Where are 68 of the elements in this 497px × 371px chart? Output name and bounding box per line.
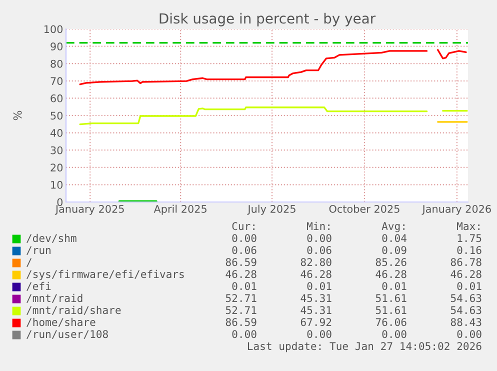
text: 85.26 [376,258,406,266]
x-tick-label: October 2025 [329,204,400,213]
text: 0.00 [307,330,332,338]
text: 0.00 [382,330,406,338]
legend-label: /sys/firmware/efi/efivars [26,270,184,280]
text: 88.43 [450,318,482,326]
text: Min: [307,222,330,230]
legend-label: / [26,258,32,267]
text: 46.28 [376,270,406,278]
text: 46.28 [300,270,332,278]
text: 52.71 [226,294,256,302]
text: Max: [457,222,480,230]
text: 67.92 [300,318,332,326]
text: 0.06 [307,246,332,254]
text: 54.63 [450,294,482,302]
text: 0.01 [457,282,482,290]
y-tick-label: 50 [50,112,63,120]
text: Last update: Tue Jan 27 14:05:02 2026 [248,342,482,352]
text: 0.06 [232,246,256,254]
text: Avg: [382,222,404,232]
text: 0.04 [382,234,406,242]
y-tick-label: 0 [57,198,63,206]
x-tick-label: July 2025 [247,204,296,215]
text: 86.78 [450,258,482,266]
text: 45.31 [300,294,332,302]
legend-label: /run [26,246,50,255]
text: 51.61 [376,294,406,302]
text: 86.59 [226,258,256,266]
legend-label: /efi [26,282,51,291]
text: Cur: [232,222,254,230]
text: 0.16 [457,246,482,254]
text: 51.61 [376,306,406,314]
text: 0.01 [307,282,332,290]
text: 54.63 [450,306,482,314]
text: 46.28 [450,270,482,278]
y-axis-title: % [13,110,22,120]
chart-title: Disk usage in percent - by year [160,12,376,26]
text: 0.00 [307,234,332,242]
text: 0.01 [232,282,256,290]
text: 82.80 [300,258,332,266]
legend-label: /run/user/108 [26,330,108,339]
text: 0.00 [232,330,256,338]
text: 45.31 [300,306,332,314]
text: 86.59 [226,318,256,326]
text: 0.09 [382,246,406,254]
y-tick-label: 10 [51,180,63,189]
text: 46.28 [226,270,256,278]
x-tick-label: January 2026 [422,204,491,215]
y-tick-label: 100 [44,25,63,34]
y-tick-label: 30 [50,146,63,154]
y-tick-label: 80 [50,60,63,68]
text: 52.71 [226,306,256,314]
text: 0.01 [382,282,406,290]
y-tick-label: 40 [50,129,63,137]
legend-label: /mnt/raid/share [26,306,121,315]
y-tick-label: 70 [50,77,63,86]
text: 1.75 [458,234,482,242]
legend-label: /dev/shm [26,234,76,243]
text: 0.00 [457,330,482,338]
text: 76.06 [376,318,406,326]
legend-label: /mnt/raid [26,294,82,303]
text: 0.00 [232,234,256,242]
y-tick-label: 90 [50,42,63,50]
legend-label: /home/share [26,318,96,327]
x-tick-label: April 2025 [154,204,206,215]
x-tick-label: January 2025 [54,204,124,215]
y-tick-label: 60 [50,94,63,102]
y-tick-label: 20 [50,164,63,172]
